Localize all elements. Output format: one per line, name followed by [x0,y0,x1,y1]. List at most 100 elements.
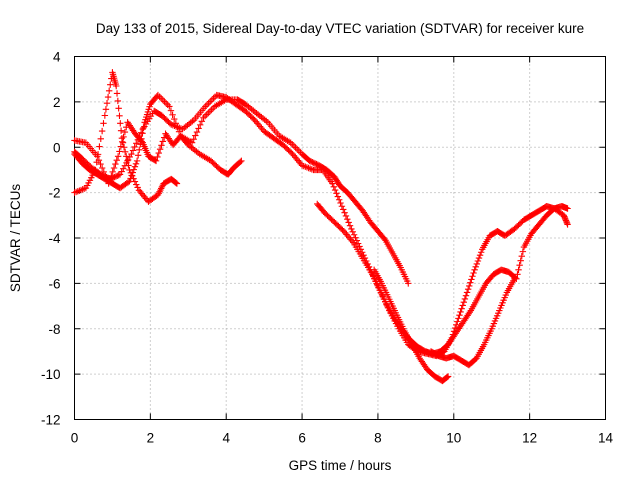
data-point-marker [137,129,145,136]
data-point-marker [335,196,343,203]
data-point-marker [205,109,212,117]
data-point-marker [348,225,355,233]
data-point-marker [466,282,473,290]
y-axis-label: SDTVAR / TECUs [8,184,23,293]
data-point-marker [154,153,161,161]
data-point-marker [134,136,142,143]
data-point-marker [113,82,120,90]
data-layer [71,69,571,385]
data-point-marker [192,132,199,139]
data-point-marker [104,174,112,181]
data-point-marker [133,157,141,165]
data-point-marker [131,178,139,185]
data-point-marker [313,160,320,168]
series-track-e [314,200,571,357]
y-tick-label: -8 [48,322,60,337]
data-point-marker [468,276,475,283]
data-point-marker [211,93,219,100]
data-point-marker [114,172,121,179]
data-point-marker [405,280,412,287]
y-tick-label: -12 [41,413,61,428]
data-point-marker [295,147,303,155]
data-point-marker [105,87,113,95]
data-point-marker [114,153,122,160]
x-tick-label: 8 [374,431,382,446]
data-point-marker [461,295,469,303]
data-point-marker [118,168,125,175]
data-point-marker [120,165,127,172]
data-point-marker [564,221,571,228]
data-point-marker [198,118,206,125]
data-point-marker [200,114,207,121]
data-point-marker [159,138,167,145]
data-point-marker [107,81,114,88]
data-point-marker [205,99,212,107]
data-point-marker [158,142,165,149]
data-point-marker [131,163,139,170]
x-tick-label: 0 [71,431,79,446]
data-point-marker [123,153,130,160]
data-point-marker [136,146,143,154]
data-point-marker [463,289,471,296]
data-point-marker [113,157,120,164]
data-point-marker [155,149,162,157]
data-point-marker [100,172,107,179]
data-point-marker [101,173,109,180]
data-point-marker [115,105,122,112]
data-point-marker [457,308,464,316]
chart-title: Day 133 of 2015, Sidereal Day-to-day VTE… [96,21,584,36]
data-point-marker [169,111,176,119]
data-point-marker [140,124,147,132]
data-point-marker [162,99,170,107]
series-track-g [427,275,518,369]
data-point-marker [190,135,197,143]
y-tick-label: 4 [53,50,61,65]
data-point-marker [103,99,111,107]
data-point-marker [113,90,121,97]
data-point-marker [341,209,348,216]
data-point-marker [311,160,319,167]
data-point-marker [349,228,356,236]
data-point-marker [152,157,160,165]
data-point-marker [126,178,133,185]
data-point-marker [117,143,125,150]
data-point-marker [464,286,472,293]
data-point-marker [100,120,107,127]
data-point-marker [309,158,316,166]
x-tick-label: 10 [446,431,461,446]
data-point-marker [104,93,112,101]
data-point-marker [473,260,481,268]
data-point-marker [159,96,167,104]
data-point-marker [129,169,136,176]
data-point-marker [195,125,202,132]
data-point-marker [455,315,462,322]
x-axis-label: GPS time / hours [289,458,392,473]
data-point-marker [128,172,135,179]
data-point-marker [306,157,313,165]
data-point-marker [290,142,298,150]
data-point-marker [519,248,527,255]
data-point-marker [467,279,474,286]
data-point-marker [110,174,117,181]
series-track-c [71,91,412,287]
data-point-marker [136,133,143,140]
data-point-marker [118,138,126,145]
data-point-marker [108,175,116,182]
data-point-marker [342,212,350,220]
y-tick-label: -2 [48,186,60,201]
data-point-marker [156,145,164,153]
data-point-marker [454,318,461,325]
data-point-marker [208,106,215,113]
data-point-marker [516,262,523,269]
data-point-marker [237,158,244,166]
data-point-marker [107,175,114,183]
tick-layer: 0 2 4 6 8 10 12 14 -12 -10 -8 -6 -4 -2 0 2 4 [41,50,614,446]
data-point-marker [132,160,140,167]
data-point-marker [337,199,344,207]
data-point-marker [334,193,342,200]
y-tick-label: 0 [53,140,61,155]
y-tick-label: 2 [53,95,61,110]
data-point-marker [111,173,118,181]
